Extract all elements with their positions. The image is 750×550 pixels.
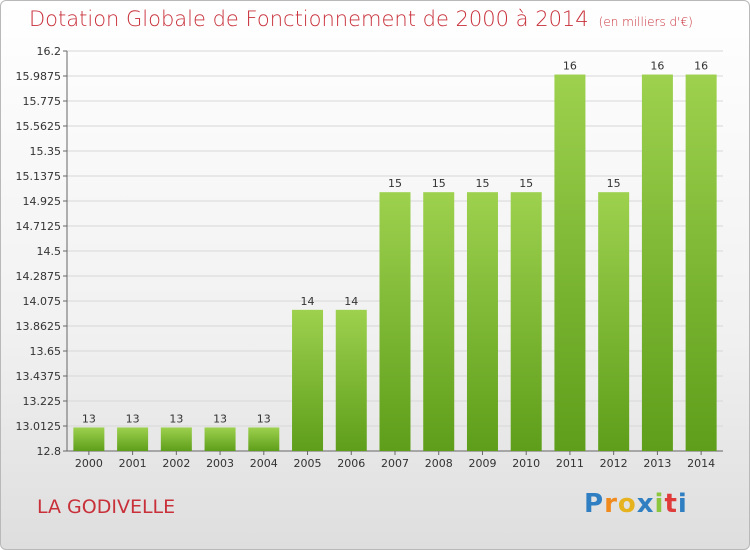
x-tick-label-2010: 2010 xyxy=(512,457,540,470)
x-tick-label-2013: 2013 xyxy=(643,457,671,470)
bars xyxy=(73,74,717,452)
data-label-2006: 14 xyxy=(344,295,358,308)
title-text: Dotation Globale de Fonctionnement de 20… xyxy=(29,7,589,31)
y-tick-label: 14.2875 xyxy=(16,270,62,283)
bar-2013 xyxy=(641,74,673,451)
bar-2010 xyxy=(510,192,542,452)
data-label-2013: 16 xyxy=(650,60,664,73)
y-tick-label: 14.075 xyxy=(23,295,62,308)
data-label-2003: 13 xyxy=(213,412,227,425)
data-label-2010: 15 xyxy=(519,177,533,190)
data-label-2000: 13 xyxy=(82,412,96,425)
bar-2009 xyxy=(466,192,498,452)
y-tick-label: 16.2 xyxy=(37,45,62,58)
bar-2002 xyxy=(160,427,192,451)
chart-title: Dotation Globale de Fonctionnement de 20… xyxy=(29,7,693,31)
x-tick-label-2011: 2011 xyxy=(556,457,584,470)
x-tick-label-2009: 2009 xyxy=(468,457,496,470)
bar-2008 xyxy=(423,192,455,452)
x-tick-label-2002: 2002 xyxy=(162,457,190,470)
data-label-2014: 16 xyxy=(694,60,708,73)
data-label-2005: 14 xyxy=(301,295,315,308)
y-tick-label: 13.225 xyxy=(23,395,62,408)
x-tick-label-2012: 2012 xyxy=(600,457,628,470)
bar-2004 xyxy=(248,427,280,451)
data-label-2011: 16 xyxy=(563,60,577,73)
y-tick-label: 12.8 xyxy=(37,445,62,458)
y-tick-label: 13.0125 xyxy=(16,420,62,433)
x-tick-label-2001: 2001 xyxy=(119,457,147,470)
y-tick-label: 13.8625 xyxy=(16,320,62,333)
bar-2007 xyxy=(379,192,411,452)
bar-2011 xyxy=(554,74,586,451)
y-tick-label: 15.5625 xyxy=(16,120,62,133)
bar-2005 xyxy=(292,309,324,451)
bar-2014 xyxy=(685,74,717,451)
y-tick-label: 14.5 xyxy=(37,245,62,258)
y-tick-label: 14.925 xyxy=(23,195,62,208)
y-tick-label: 15.775 xyxy=(23,95,62,108)
data-label-2012: 15 xyxy=(607,177,621,190)
y-tick-label: 13.4375 xyxy=(16,370,62,383)
data-label-2002: 13 xyxy=(169,412,183,425)
x-tick-label-2004: 2004 xyxy=(250,457,278,470)
data-label-2001: 13 xyxy=(126,412,140,425)
data-label-2009: 15 xyxy=(475,177,489,190)
x-tick-label-2003: 2003 xyxy=(206,457,234,470)
bar-2003 xyxy=(204,427,236,451)
data-labels: 13 13 13 13 13 14 14 15 15 15 15 16 15 16 16 xyxy=(82,60,708,426)
data-label-2004: 13 xyxy=(257,412,271,425)
bar-2012 xyxy=(598,192,630,452)
x-tick-label-2000: 2000 xyxy=(75,457,103,470)
y-tick-label: 13.65 xyxy=(30,345,62,358)
bar-2000 xyxy=(73,427,105,451)
y-tick-label: 15.35 xyxy=(30,145,62,158)
x-tick-label-2006: 2006 xyxy=(337,457,365,470)
data-label-2007: 15 xyxy=(388,177,402,190)
x-tick-label-2005: 2005 xyxy=(294,457,322,470)
x-tick-label-2014: 2014 xyxy=(687,457,715,470)
bar-2006 xyxy=(335,309,367,451)
x-tick-label-2008: 2008 xyxy=(425,457,453,470)
y-tick-label: 14.7125 xyxy=(16,220,62,233)
commune-name: LA GODIVELLE xyxy=(37,496,176,518)
x-tick-label-2007: 2007 xyxy=(381,457,409,470)
y-tick-label: 15.1375 xyxy=(16,170,62,183)
y-tick-label: 15.9875 xyxy=(16,70,62,83)
bar-2001 xyxy=(117,427,149,451)
data-label-2008: 15 xyxy=(432,177,446,190)
unit-label: (en milliers d'€) xyxy=(598,15,693,29)
proxiti-logo: Proxiti xyxy=(584,489,688,519)
